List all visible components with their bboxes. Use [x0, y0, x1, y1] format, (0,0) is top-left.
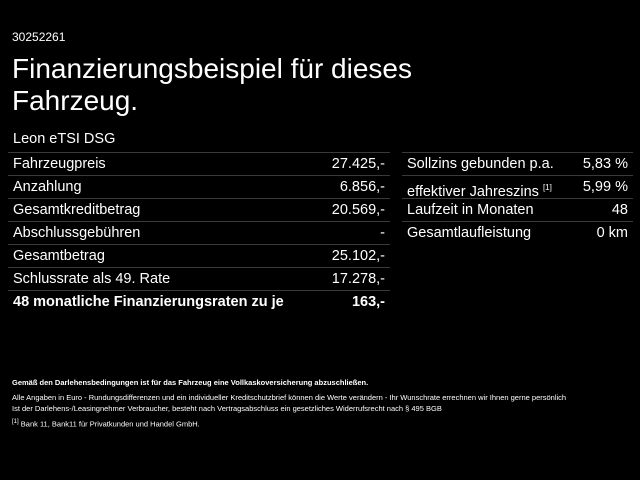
row-value: 17.278,- [331, 271, 385, 287]
row-label: Sollzins gebunden p.a. [407, 153, 554, 176]
label-text: 48 monatliche Finanzierungsraten zu je [13, 294, 284, 310]
table-row: Gesamtlaufleistung 0 km [402, 221, 633, 244]
row-label: Gesamtkreditbetrag [13, 199, 140, 222]
label-text: Gesamtlaufleistung [407, 225, 532, 241]
table-row: Anzahlung 6.856,- [8, 175, 390, 198]
row-label: Schlussrate als 49. Rate [13, 268, 170, 291]
code: 30252261 [12, 30, 66, 44]
footnote: [1] Bank 11, Bank11 für Privatkunden und… [12, 419, 200, 429]
row-value: 5,83 % [582, 156, 628, 172]
table-row: Abschlussgebühren - [8, 221, 390, 244]
row-value: 27.425,- [331, 156, 385, 172]
row-label: Abschlussgebühren [13, 222, 140, 245]
footnote-text: Bank 11, Bank11 für Privatkunden und Han… [20, 419, 200, 429]
label-text: Schlussrate als 49. Rate [13, 271, 171, 287]
row-label: Fahrzeugpreis [13, 153, 106, 176]
row-label: Gesamtlaufleistung [407, 222, 531, 245]
row-label: Anzahlung [13, 176, 82, 199]
table-row: Fahrzeugpreis 27.425,- [8, 152, 390, 175]
footnote-mark: [1] [12, 419, 19, 425]
model: Leon eTSI DSG [13, 131, 116, 147]
row-value: 48 [611, 202, 628, 218]
title-line: Finanzierungsbeispiel für dieses [12, 53, 412, 84]
table-row: Gesamtbetrag 25.102,- [8, 244, 390, 267]
label-text: Sollzins gebunden p.a. [407, 156, 554, 172]
label-text: Gesamtkreditbetrag [13, 202, 141, 218]
row-value: 5,99 % [582, 179, 628, 195]
row-value: 163,- [351, 294, 385, 310]
label-text: Gesamtbetrag [13, 248, 105, 264]
row-value: 6.856,- [339, 179, 385, 195]
label-text: Fahrzeugpreis [13, 156, 106, 172]
footer-line: Alle Angaben in Euro - Rundungsdifferenz… [12, 393, 567, 402]
bold-note: Gemäß den Darlehensbedingungen ist für d… [12, 378, 369, 387]
row-label: 48 monatliche Finanzierungsraten zu je [13, 291, 284, 314]
table-row: Sollzins gebunden p.a. 5,83 % [402, 152, 633, 175]
table-row: Gesamtkreditbetrag 20.569,- [8, 198, 390, 221]
table-row: Schlussrate als 49. Rate 17.278,- [8, 267, 390, 290]
title: Finanzierungsbeispiel für dieses Fahrzeug… [12, 53, 412, 117]
note-mark: [1] [542, 183, 552, 192]
row-value: 25.102,- [331, 248, 385, 264]
label-text: effektiver Jahreszins [407, 184, 539, 200]
table-row: 48 monatliche Finanzierungsraten zu je 16… [8, 290, 390, 313]
row-value: - [380, 225, 385, 241]
title-line: Fahrzeug. [12, 85, 139, 116]
table-row: Laufzeit in Monaten 48 [402, 198, 633, 221]
row-label: Laufzeit in Monaten [407, 199, 534, 222]
row-value: 0 km [596, 225, 628, 241]
row-value: 20.569,- [331, 202, 385, 218]
table-row: effektiver Jahreszins [1] 5,99 % [402, 175, 633, 200]
label-text: Abschlussgebühren [13, 225, 141, 241]
label-text: Anzahlung [13, 179, 82, 195]
row-label: effektiver Jahreszins [1] [407, 176, 552, 204]
row-label: Gesamtbetrag [13, 245, 105, 268]
label-text: Laufzeit in Monaten [407, 202, 534, 218]
footer-line: Ist der Darlehens-/Leasingnehmer Verbrau… [12, 404, 442, 413]
